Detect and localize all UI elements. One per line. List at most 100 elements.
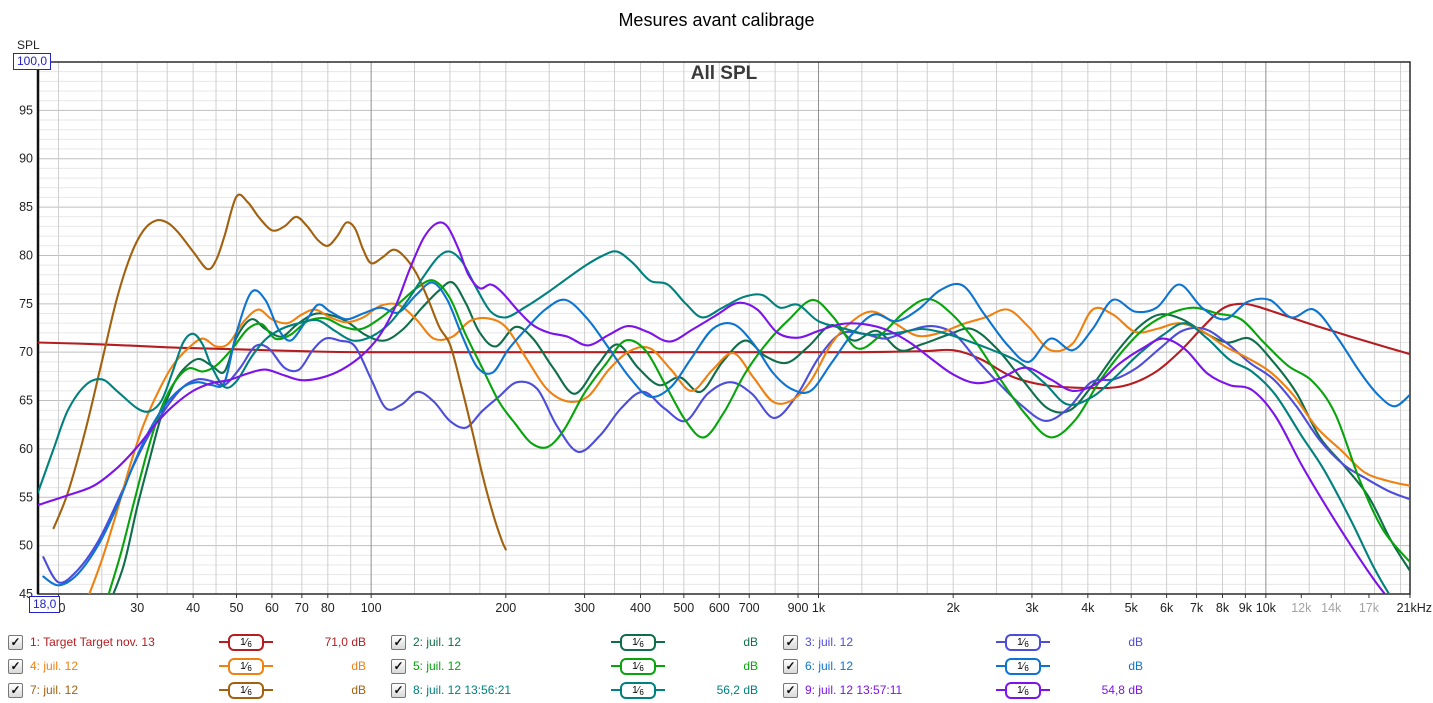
page-title: Mesures avant calibrage (618, 10, 815, 30)
badge-line (656, 689, 665, 691)
y-tick-label: 75 (19, 297, 33, 311)
legend-entry-1: ✓ 1: Target Target nov. 13 1⁄6 71,0 dB (8, 630, 391, 654)
legend-entry-9: ✓ 9: juil. 12 13:57:11 1⁄6 54,8 dB (783, 678, 1168, 702)
x-tick-label: 3k (1025, 601, 1039, 615)
x-tick-label: 10k (1256, 601, 1277, 615)
series-1-label: 1: Target Target nov. 13 (30, 635, 155, 649)
series-9-level: 54,8 dB (1101, 683, 1143, 697)
series-4-checkbox[interactable]: ✓ (8, 658, 23, 674)
series-5-label: 5: juil. 12 (413, 659, 462, 673)
series-1-smoothing[interactable]: 1⁄6 (219, 633, 273, 651)
badge-line (996, 641, 1005, 643)
smoothing-denominator: 6 (639, 663, 644, 673)
series-5-checkbox[interactable]: ✓ (391, 658, 406, 674)
x-tick-label: 80 (321, 601, 335, 615)
badge-line (611, 665, 620, 667)
x-tick-label: 12k (1291, 601, 1312, 615)
badge-line (1041, 641, 1050, 643)
series-4-smoothing[interactable]: 1⁄6 (219, 657, 273, 675)
y-tick-label: 60 (19, 442, 33, 456)
badge-line (1041, 689, 1050, 691)
y-tick-label: 90 (19, 152, 33, 166)
smoothing-denominator: 6 (247, 687, 252, 697)
smoothing-numerator: 1⁄ (240, 684, 248, 696)
series-2-checkbox[interactable]: ✓ (391, 634, 406, 650)
smoothing-denominator: 6 (639, 639, 644, 649)
series-6-label: 6: juil. 12 (805, 659, 854, 673)
series-8-smoothing[interactable]: 1⁄6 (611, 681, 665, 699)
x-tick-label: 500 (673, 601, 694, 615)
y-tick-label: 95 (19, 103, 33, 117)
x-tick-label: 1k (812, 601, 826, 615)
smoothing-denominator: 6 (247, 639, 252, 649)
series-6-level: dB (1128, 659, 1143, 673)
legend-entry-4: ✓ 4: juil. 12 1⁄6 dB (8, 654, 391, 678)
smoothing-numerator: 1⁄ (632, 660, 640, 672)
series-1-checkbox[interactable]: ✓ (8, 634, 23, 650)
badge-line (656, 641, 665, 643)
smoothing-numerator: 1⁄ (632, 636, 640, 648)
badge-line (219, 665, 228, 667)
series-8-curve (38, 250, 1391, 594)
x-axis-start-value-box[interactable]: 18,0 (29, 596, 61, 613)
series-3-smoothing[interactable]: 1⁄6 (996, 633, 1050, 651)
smoothing-value: 1⁄6 (228, 681, 264, 699)
legend: ✓ 1: Target Target nov. 13 1⁄6 71,0 dB ✓ 2: j… (8, 630, 1168, 702)
series-1-curve (38, 302, 1410, 390)
badge-line (219, 689, 228, 691)
series-7-checkbox[interactable]: ✓ (8, 682, 23, 698)
series-9-curve (38, 221, 1387, 594)
badge-line (656, 665, 665, 667)
series-8-checkbox[interactable]: ✓ (391, 682, 406, 698)
series-6-checkbox[interactable]: ✓ (783, 658, 798, 674)
smoothing-value: 1⁄6 (228, 657, 264, 675)
badge-line (996, 665, 1005, 667)
y-tick-label: 65 (19, 394, 33, 408)
y-axis-title: SPL (17, 38, 40, 52)
smoothing-numerator: 1⁄ (632, 684, 640, 696)
series-2-label: 2: juil. 12 (413, 635, 462, 649)
series-7-smoothing[interactable]: 1⁄6 (219, 681, 273, 699)
series-3-label: 3: juil. 12 (805, 635, 854, 649)
x-tick-label: 200 (495, 601, 516, 615)
series-1-level: 71,0 dB (324, 635, 366, 649)
graph-title: All SPL (690, 63, 758, 84)
x-tick-label: 30 (130, 601, 144, 615)
series-9-smoothing[interactable]: 1⁄6 (996, 681, 1050, 699)
series-6-smoothing[interactable]: 1⁄6 (996, 657, 1050, 675)
y-tick-label: 70 (19, 345, 33, 359)
series-5-smoothing[interactable]: 1⁄6 (611, 657, 665, 675)
series-9-label: 9: juil. 12 13:57:11 (805, 683, 903, 697)
smoothing-value: 1⁄6 (620, 633, 656, 651)
x-tick-label: 14k (1321, 601, 1342, 615)
smoothing-value: 1⁄6 (620, 681, 656, 699)
x-tick-label: 40 (186, 601, 200, 615)
series-8-label: 8: juil. 12 13:56:21 (413, 683, 512, 697)
series-7-curve (52, 193, 507, 551)
x-tick-label: 300 (574, 601, 595, 615)
smoothing-numerator: 1⁄ (240, 660, 248, 672)
smoothing-denominator: 6 (1024, 687, 1029, 697)
series-3-checkbox[interactable]: ✓ (783, 634, 798, 650)
x-tick-label: 8k (1216, 601, 1230, 615)
series-2-smoothing[interactable]: 1⁄6 (611, 633, 665, 651)
smoothing-denominator: 6 (639, 687, 644, 697)
smoothing-numerator: 1⁄ (1017, 636, 1025, 648)
y-tick-label: 80 (19, 248, 33, 262)
x-tick-label: 2k (947, 601, 961, 615)
series-7-label: 7: juil. 12 (30, 683, 79, 697)
series-9-checkbox[interactable]: ✓ (783, 682, 798, 698)
x-tick-label: 7k (1190, 601, 1204, 615)
smoothing-value: 1⁄6 (1005, 681, 1041, 699)
smoothing-denominator: 6 (1024, 663, 1029, 673)
badge-line (611, 641, 620, 643)
x-tick-label: 600 (709, 601, 730, 615)
y-axis-top-value-box[interactable]: 100,0 (13, 53, 52, 70)
x-tick-label: 5k (1125, 601, 1139, 615)
x-tick-label: 700 (739, 601, 760, 615)
series-4-label: 4: juil. 12 (30, 659, 79, 673)
series-2-level: dB (743, 635, 758, 649)
smoothing-numerator: 1⁄ (240, 636, 248, 648)
